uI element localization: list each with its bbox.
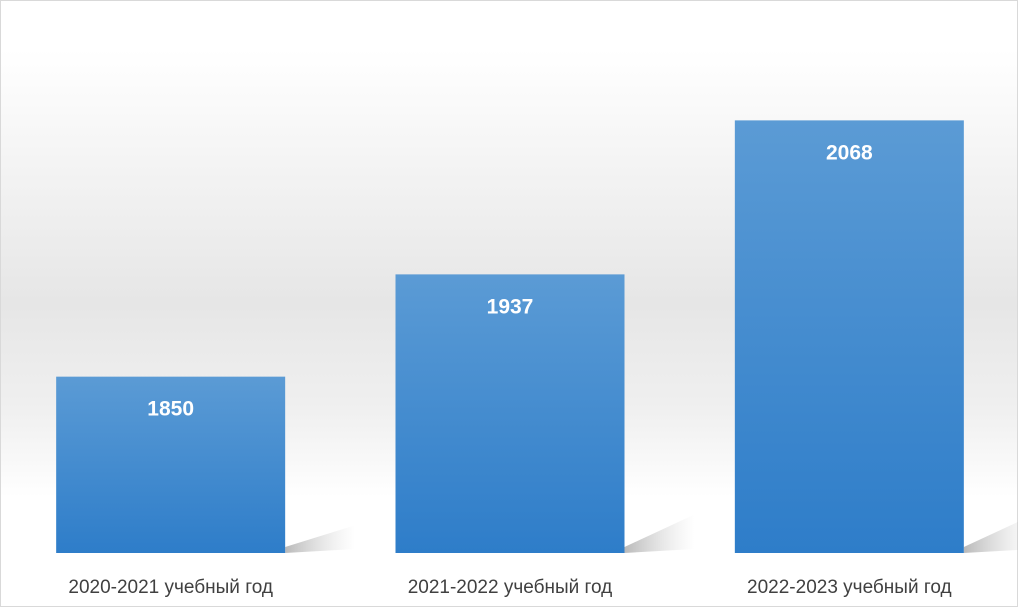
bar — [395, 274, 625, 553]
bar-shadow — [963, 521, 1018, 553]
category-labels: 2020-2021 учебный год 2021-2022 учебный г… — [68, 577, 951, 598]
data-label: 2068 — [826, 141, 873, 164]
bar-shadow — [624, 514, 695, 553]
category-label: 2020-2021 учебный год — [68, 577, 273, 598]
data-labels: 1850 1937 2068 — [147, 141, 873, 420]
bars — [56, 120, 964, 553]
category-label: 2022-2023 учебный год — [747, 577, 952, 598]
data-label: 1937 — [487, 295, 534, 318]
bar-shadow — [285, 525, 356, 553]
data-label: 1850 — [147, 398, 194, 421]
bar — [56, 376, 286, 553]
bar-shadows — [285, 514, 1018, 553]
category-label: 2021-2022 учебный год — [408, 577, 613, 598]
bar — [734, 120, 964, 553]
